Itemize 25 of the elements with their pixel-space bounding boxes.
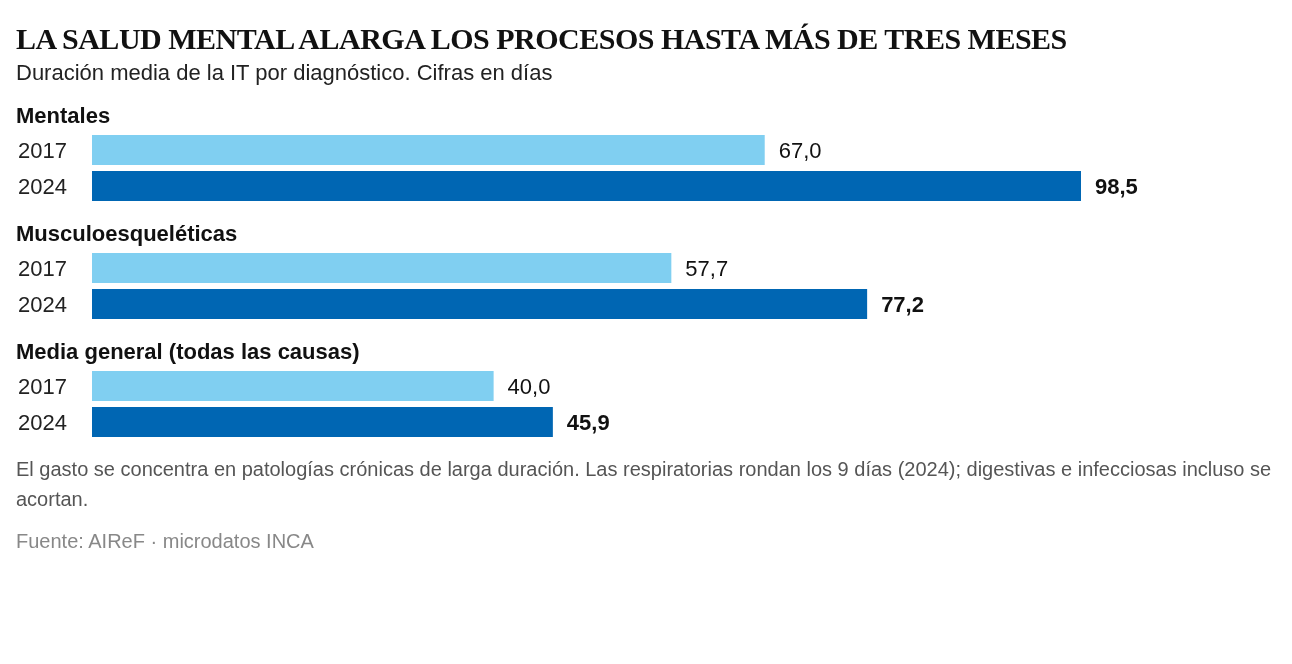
chart-subtitle: Duración media de la IT por diagnóstico. Cifras en días bbox=[15, 60, 554, 86]
series-label: 2024 bbox=[18, 173, 67, 199]
text: 2024 bbox=[18, 291, 67, 317]
bar bbox=[92, 253, 672, 283]
data-label: 57,7 bbox=[685, 255, 729, 281]
source-note: Fuente: AIReF · microdatos INCA bbox=[15, 529, 315, 554]
y-tick-label: Media general (todas las causas) bbox=[15, 338, 361, 366]
bar bbox=[92, 171, 1081, 201]
y-tick-label: Mentales bbox=[15, 102, 112, 130]
text: 2017 bbox=[18, 255, 67, 281]
series-label: 2017 bbox=[18, 137, 67, 163]
bar bbox=[92, 407, 553, 437]
bar bbox=[92, 289, 868, 319]
text: 2024 bbox=[18, 409, 67, 435]
y-tick-label: Musculoesqueléticas bbox=[15, 220, 239, 248]
data-label: 77,2 bbox=[881, 291, 924, 317]
bar bbox=[92, 371, 494, 401]
bar bbox=[92, 135, 765, 165]
annotation: El gasto se concentra en patologías crónicas de larga duración. Las respiratorias rondan los 9 días (2024); digestivas e infecciosas incluso se acortan. bbox=[15, 457, 1273, 512]
data-label: 45,9 bbox=[566, 409, 610, 435]
data-label: 40,0 bbox=[507, 373, 551, 399]
text: 2017 bbox=[18, 373, 67, 399]
data-label: 67,0 bbox=[778, 137, 822, 163]
chart-title: LA SALUD MENTAL ALARGA LOS PROCESOS HASTA MÁS DE TRES MESES bbox=[15, 22, 1068, 56]
data-label: 98,5 bbox=[1095, 173, 1138, 199]
